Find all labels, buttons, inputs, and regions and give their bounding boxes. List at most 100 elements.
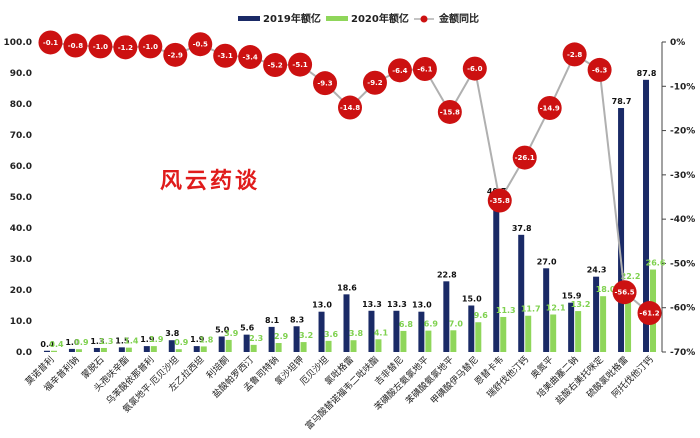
right-tick-label: 0%: [670, 38, 685, 48]
bar-2019-value-label: 8.3: [290, 315, 304, 324]
right-tick-label: -60%: [670, 304, 695, 314]
left-tick-label: 60.0: [10, 162, 32, 172]
bar-2019: [193, 346, 200, 352]
pct-value-label: -3.4: [243, 54, 258, 62]
bar-2019: [643, 79, 650, 352]
legend-swatch-2020: [326, 16, 348, 21]
bar-2019-value-label: 18.6: [337, 283, 357, 292]
pct-point: [288, 52, 313, 77]
bar-2020-value-label: 13.2: [571, 300, 591, 309]
pct-point: [562, 42, 587, 67]
pct-value-label: -9.3: [317, 80, 332, 88]
bar-2020: [275, 343, 282, 352]
pct-point: [313, 71, 338, 96]
bar-2019: [543, 268, 550, 352]
pct-series-line: [50, 41, 651, 314]
bar-2020-value-label: 2.3: [249, 334, 263, 343]
bar-2019-value-label: 5.0: [215, 326, 230, 335]
bar-2019: [368, 310, 375, 352]
right-tick-label: -50%: [670, 259, 695, 269]
bar-2019-value-label: 1.3: [90, 337, 104, 346]
pct-value-label: -2.9: [168, 51, 183, 59]
bar-2020: [200, 346, 207, 352]
legend-swatch-pct-dot: [420, 15, 428, 23]
bar-2019-value-label: 3.8: [165, 329, 180, 338]
right-tick-label: -10%: [670, 82, 695, 92]
legend-label-2020: 2020年额亿: [351, 12, 409, 25]
bar-2019: [293, 326, 300, 352]
pct-value-label: -15.8: [440, 108, 460, 116]
right-axis: 0% -10% -20% -30% -40% -50% -60% -70%: [661, 38, 695, 358]
pct-value-label: -6.3: [592, 66, 607, 74]
bar-2020: [175, 349, 182, 352]
bar-2019: [243, 334, 250, 352]
left-tick-label: 40.0: [10, 224, 32, 234]
bar-2019-value-label: 1.0: [65, 338, 80, 347]
left-tick-label: 100.0: [4, 38, 32, 48]
pct-value-label: -14.9: [540, 104, 560, 112]
pct-value-label: -6.0: [467, 65, 482, 73]
bar-2020-value-label: 7.0: [449, 319, 464, 328]
right-tick-label: -20%: [670, 127, 695, 137]
bar-2020: [50, 350, 57, 352]
bar-2020: [150, 346, 157, 352]
bar-2020-value-label: 22.2: [621, 272, 641, 281]
pct-point: [387, 58, 412, 83]
bar-2019: [318, 311, 325, 352]
pct-value-label: -0.1: [43, 39, 58, 47]
pct-point: [38, 30, 63, 55]
pct-value-label: -1.2: [118, 44, 133, 52]
pct-value-label: -5.2: [267, 62, 282, 70]
pct-value-label: -9.2: [367, 79, 382, 87]
bar-2019-value-label: 13.3: [387, 300, 407, 309]
bar-2020-value-label: 3.9: [224, 329, 239, 338]
bar-2020-value-label: 3.2: [299, 331, 313, 340]
bar-2020: [100, 347, 107, 352]
bar-2019: [618, 108, 625, 352]
bar-2020-value-label: 1.8: [199, 335, 214, 344]
bar-2020: [75, 349, 82, 352]
bar-2019-value-label: 87.8: [637, 69, 657, 78]
bar-2020-value-label: 4.1: [374, 328, 389, 337]
bar-2020: [225, 339, 232, 352]
legend-swatch-2019: [238, 16, 260, 21]
bar-2019-value-label: 0.4: [40, 340, 55, 349]
pct-point: [487, 188, 512, 213]
pct-point: [263, 53, 288, 78]
bar-2020: [600, 296, 607, 352]
bar-2020: [325, 340, 332, 352]
bar-2020-value-label: 3.8: [349, 329, 364, 338]
pct-point: [188, 32, 213, 57]
pct-value-label: -0.5: [193, 41, 208, 49]
bar-2019: [568, 302, 575, 352]
bar-2020-value-label: 0.4: [49, 340, 64, 349]
pct-point: [537, 95, 562, 120]
bar-2019-value-label: 5.6: [240, 324, 255, 333]
bar-2020: [500, 316, 507, 352]
bar-2020-value-label: 6.9: [424, 320, 439, 329]
right-tick-label: -40%: [670, 215, 695, 225]
pct-value-label: -26.1: [515, 154, 535, 162]
left-tick-label: 50.0: [10, 193, 32, 203]
bar-2019-value-label: 78.7: [612, 97, 632, 106]
bar-2020: [300, 342, 307, 352]
pct-point: [63, 33, 88, 58]
bar-2019-value-label: 15.0: [462, 295, 482, 304]
pct-point: [213, 43, 238, 68]
pct-value-label: -1.0: [143, 43, 158, 51]
left-tick-label: 90.0: [10, 69, 32, 79]
bar-2020-value-label: 11.3: [496, 306, 516, 315]
bar-2020-value-label: 18.0: [596, 285, 616, 294]
pct-point: [362, 70, 387, 95]
pct-value-label: -56.5: [614, 289, 634, 297]
bar-2019: [593, 276, 600, 352]
bar-2019: [118, 347, 125, 352]
bar-2019: [393, 310, 400, 352]
bar-2019: [268, 326, 275, 352]
bar-2020-value-label: 1.9: [149, 335, 164, 344]
pct-point: [412, 57, 437, 82]
bar-2020-value-label: 3.6: [324, 330, 339, 339]
left-tick-label: 10.0: [10, 317, 32, 327]
